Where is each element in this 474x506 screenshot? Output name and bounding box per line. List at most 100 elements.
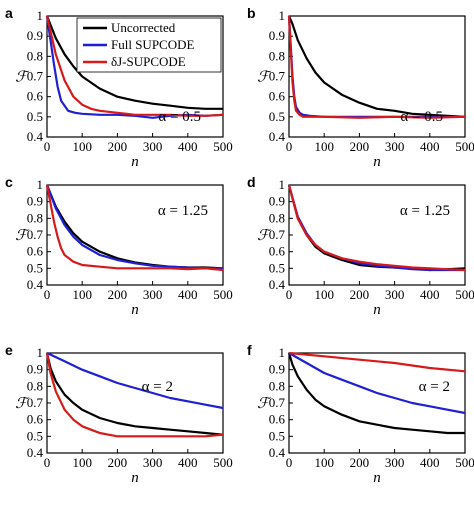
legend: Uncorrected Full SUPCODE δJ-SUPCODE — [76, 17, 222, 73]
x-tick-label: 0 — [286, 287, 293, 302]
x-axis-label: n — [131, 154, 139, 170]
y-tick-label: 0.5 — [269, 109, 285, 124]
y-tick-label: 0.6 — [269, 244, 286, 259]
y-tick-label: 0.7 — [269, 395, 286, 410]
y-axis-label: ℱ — [15, 70, 30, 86]
alpha-annotation: α = 0.5 — [400, 109, 443, 125]
x-tick-label: 400 — [420, 455, 440, 470]
series-line — [45, 15, 224, 117]
y-tick-label: 0.4 — [269, 445, 286, 460]
panel-label: b — [247, 5, 256, 21]
x-tick-label: 200 — [108, 455, 128, 470]
series-line — [45, 184, 224, 270]
series-line — [45, 352, 224, 438]
panel-label: c — [5, 174, 13, 190]
series-line — [287, 184, 465, 272]
x-tick-label: 400 — [178, 455, 198, 470]
x-tick-label: 0 — [286, 139, 293, 154]
panel-label: f — [247, 342, 252, 358]
y-tick-label: 0.4 — [27, 277, 44, 292]
x-tick-label: 200 — [350, 139, 370, 154]
y-tick-label: 0.9 — [27, 28, 43, 43]
x-tick-label: 400 — [420, 287, 440, 302]
y-tick-label: 0.6 — [269, 412, 286, 427]
alpha-annotation: α = 1.25 — [158, 203, 208, 219]
y-tick-label: 1 — [279, 345, 286, 360]
panel-label: e — [5, 342, 13, 358]
y-tick-label: 0.9 — [269, 28, 285, 43]
x-tick-label: 0 — [44, 139, 51, 154]
x-tick-label: 100 — [72, 287, 92, 302]
legend-label: Uncorrected — [111, 20, 176, 35]
x-tick-label: 400 — [420, 139, 440, 154]
chart-panel-a: 0 100 200 300 400 500 0.4 0.5 0.6 0.7 0.8 0.9 1 n ℱa α … — [5, 5, 233, 170]
panel-label: d — [247, 174, 256, 190]
x-tick-label: 300 — [143, 139, 163, 154]
series-line — [287, 15, 466, 119]
x-tick-label: 100 — [72, 139, 92, 154]
series-line — [45, 184, 224, 272]
y-tick-label: 0.7 — [269, 69, 286, 84]
x-tick-label: 500 — [455, 455, 474, 470]
x-tick-label: 400 — [178, 139, 198, 154]
y-tick-label: 1 — [37, 345, 44, 360]
chart-panel-e: 0 100 200 300 400 500 0.4 0.50.6 0.7 0.80.9 1 n ℱe α … — [5, 342, 233, 486]
y-tick-label: 0.6 — [27, 89, 44, 104]
y-tick-label: 0.9 — [269, 194, 285, 209]
x-tick-label: 300 — [143, 287, 163, 302]
y-tick-label: 0.7 — [27, 227, 44, 242]
y-tick-label: 0.9 — [27, 362, 43, 377]
y-tick-label: 0.8 — [269, 210, 285, 225]
panel-label: a — [5, 5, 13, 21]
chart-panel-f: 0 100 200 300 400 500 0.4 0.50.6 0.7 0.80.9 1 n ℱf α … — [247, 342, 474, 486]
x-axis-label: n — [131, 302, 139, 318]
y-tick-label: 0.8 — [27, 210, 43, 225]
y-tick-label: 0.9 — [27, 194, 43, 209]
series-line — [45, 352, 224, 436]
x-tick-label: 0 — [286, 455, 293, 470]
x-tick-label: 200 — [350, 455, 370, 470]
x-tick-label: 300 — [385, 139, 405, 154]
series-line — [287, 352, 465, 435]
y-tick-label: 0.7 — [27, 395, 44, 410]
x-tick-label: 400 — [178, 287, 198, 302]
y-tick-label: 1 — [279, 8, 286, 23]
alpha-annotation: α = 2 — [142, 379, 173, 395]
x-tick-label: 0 — [44, 287, 51, 302]
y-tick-label: 1 — [37, 8, 44, 23]
x-axis-label: n — [373, 302, 381, 318]
x-axis-label: n — [373, 154, 381, 170]
y-tick-label: 0.8 — [27, 378, 43, 393]
legend-label: δJ-SUPCODE — [111, 54, 186, 69]
series-line — [287, 184, 466, 272]
series-line — [45, 184, 223, 270]
series-line — [46, 352, 224, 410]
x-tick-label: 500 — [213, 455, 233, 470]
y-tick-label: 0.4 — [27, 445, 44, 460]
series-line — [287, 15, 465, 118]
series-line — [288, 352, 466, 415]
y-tick-label: 0.6 — [27, 244, 44, 259]
x-tick-label: 500 — [455, 139, 474, 154]
chart-panel-c: 0 100 200 300 400 500 0.4 0.50.6 0.7 0.80.9 1 n ℱc α … — [5, 174, 233, 318]
x-tick-label: 200 — [350, 287, 370, 302]
y-tick-label: 0.7 — [269, 227, 286, 242]
y-axis-label: ℱ — [15, 396, 30, 412]
x-tick-label: 200 — [108, 139, 128, 154]
y-tick-label: 0.5 — [27, 428, 43, 443]
y-axis-label: ℱ — [257, 396, 272, 412]
x-tick-label: 100 — [314, 455, 334, 470]
y-tick-label: 0.6 — [269, 89, 286, 104]
x-axis-label: n — [131, 470, 139, 486]
x-tick-label: 500 — [455, 287, 474, 302]
series-line — [288, 351, 466, 373]
alpha-annotation: α = 0.5 — [158, 109, 201, 125]
y-tick-label: 1 — [37, 177, 44, 192]
x-tick-label: 500 — [213, 139, 233, 154]
x-tick-label: 200 — [108, 287, 128, 302]
y-tick-label: 0.6 — [27, 412, 44, 427]
x-tick-label: 500 — [213, 287, 233, 302]
alpha-annotation: α = 2 — [419, 379, 450, 395]
x-tick-label: 100 — [72, 455, 92, 470]
y-tick-label: 0.8 — [27, 48, 43, 63]
